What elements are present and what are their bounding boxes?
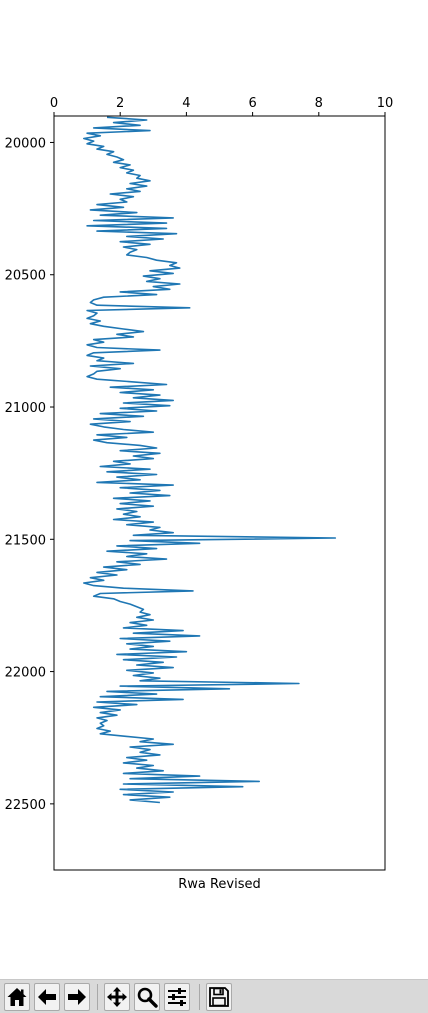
x-axis-ticks: 0 2 4 6 8 10 xyxy=(50,96,393,116)
y-tick-label: 20000 xyxy=(5,136,46,151)
zoom-button[interactable] xyxy=(134,983,160,1011)
toolbar-separator xyxy=(97,984,98,1010)
y-tick-label: 22000 xyxy=(5,666,46,681)
chart[interactable]: 0 2 4 6 8 10 20000 20500 21000 21500 22000 22500 R… xyxy=(0,0,428,979)
pan-icon xyxy=(107,987,127,1007)
pan-button[interactable] xyxy=(104,983,130,1011)
save-icon xyxy=(209,987,229,1007)
save-button[interactable] xyxy=(206,983,232,1011)
x-tick-label: 0 xyxy=(50,96,58,111)
figure-canvas: 0 2 4 6 8 10 20000 20500 21000 21500 22000 22500 R… xyxy=(0,0,428,979)
forward-button[interactable] xyxy=(64,983,90,1011)
back-arrow-icon xyxy=(38,989,56,1005)
plot-line-layer xyxy=(83,116,337,804)
y-tick-label: 21000 xyxy=(5,401,46,416)
x-tick-label: 4 xyxy=(182,96,190,111)
x-tick-label: 6 xyxy=(248,96,256,111)
toolbar-separator xyxy=(199,984,200,1010)
x-tick-label: 10 xyxy=(377,96,394,111)
x-tick-label: 2 xyxy=(116,96,124,111)
back-button[interactable] xyxy=(34,983,60,1011)
axes-frame xyxy=(53,115,386,871)
home-icon xyxy=(7,988,27,1006)
x-axis-label: Rwa Revised xyxy=(178,877,261,892)
y-tick-label: 22500 xyxy=(5,798,46,813)
y-tick-label: 21500 xyxy=(5,533,46,548)
series-line-0 xyxy=(83,116,337,804)
forward-arrow-icon xyxy=(68,989,86,1005)
zoom-icon xyxy=(137,987,158,1008)
configure-subplots-icon xyxy=(168,988,186,1006)
y-tick-label: 20500 xyxy=(5,269,46,284)
navigation-toolbar xyxy=(0,979,428,1013)
x-tick-label: 8 xyxy=(315,96,323,111)
configure-subplots-button[interactable] xyxy=(164,983,190,1011)
y-axis-ticks: 20000 20500 21000 21500 22000 22500 xyxy=(5,136,54,813)
home-button[interactable] xyxy=(4,983,30,1011)
